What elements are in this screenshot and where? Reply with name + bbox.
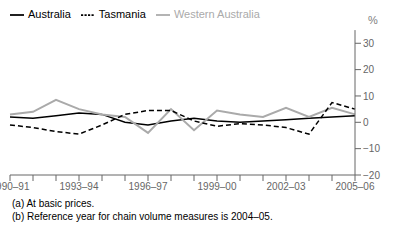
svg-text:2005–06: 2005–06 (336, 181, 375, 192)
svg-text:10: 10 (363, 91, 375, 102)
html-text:Tasmania: Tasmania (98, 8, 146, 20)
svg-text:%: % (368, 14, 378, 26)
svg-text:20: 20 (363, 64, 375, 75)
html-text:(b) Reference year for chain v: (b) Reference year for chain volume meas… (12, 211, 273, 222)
svg-text:1990–91: 1990–91 (8, 181, 30, 192)
svg-text:2002–03: 2002–03 (267, 181, 306, 192)
svg-text:30: 30 (363, 38, 375, 49)
svg-text:1996–97: 1996–97 (129, 181, 168, 192)
html-text:Western Australia: Western Australia (173, 8, 260, 20)
svg-text:0: 0 (363, 117, 369, 128)
html-text:Australia: Australia (28, 8, 71, 20)
svg-text:−20: −20 (363, 170, 380, 181)
svg-text:1999–00: 1999–00 (198, 181, 237, 192)
svg-text:1993–94: 1993–94 (60, 181, 99, 192)
svg-text:−10: −10 (363, 143, 380, 154)
html-text:(a) At basic prices.: (a) At basic prices. (12, 198, 95, 209)
